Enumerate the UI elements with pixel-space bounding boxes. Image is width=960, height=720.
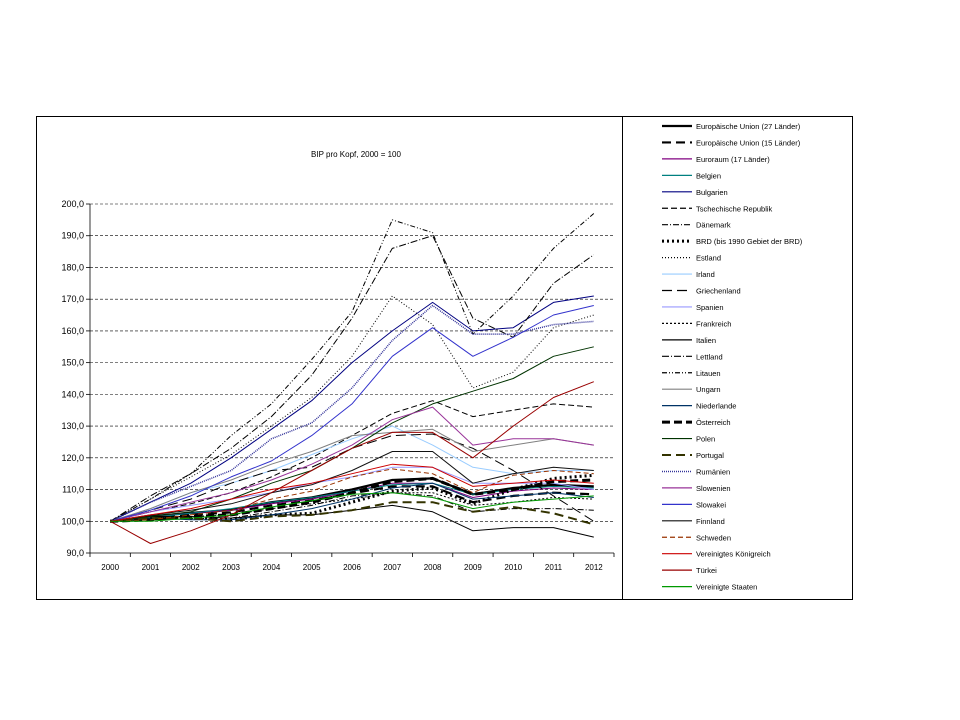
y-tick-label: 150,0 xyxy=(61,358,84,368)
y-axis: 90,0 100,0 110,0 120,0 130,0 140,0 150,0 160,0 1… xyxy=(61,199,91,558)
series-lines xyxy=(109,213,595,544)
series-line-22 xyxy=(109,304,594,522)
x-tick-label: 2004 xyxy=(262,563,280,572)
legend-label-21: Portugal xyxy=(696,451,724,460)
x-tick-label: 2003 xyxy=(222,563,240,572)
legend-label-24: Slowakei xyxy=(696,500,726,509)
x-tick-label: 2009 xyxy=(464,563,482,572)
series-line-27 xyxy=(110,463,594,522)
legend-label-22: Rumänien xyxy=(696,467,730,476)
series-line-28 xyxy=(109,381,594,544)
legend: Europäische Union (27 Länder) Europäische… xyxy=(662,122,803,592)
series-line-11 xyxy=(110,433,595,522)
chart-title: BIP pro Kopf, 2000 = 100 xyxy=(311,150,401,159)
legend-label-26: Schweden xyxy=(696,533,731,542)
legend-label-29: Vereinigte Staaten xyxy=(696,583,757,592)
series-line-5 xyxy=(109,295,594,522)
chart-frame: BIP pro Kopf, 2000 = 100 90,0 100,0 110,0 1… xyxy=(36,116,853,600)
legend-label-8: BRD (bis 1990 Gebiet der BRD) xyxy=(696,237,803,246)
x-tick-label: 2001 xyxy=(142,563,160,572)
legend-label-20: Polen xyxy=(696,435,715,444)
legend-label-19: Österreich xyxy=(696,418,731,427)
series-line-17 xyxy=(110,428,594,522)
y-tick-label: 100,0 xyxy=(61,516,84,526)
y-tick-label: 140,0 xyxy=(61,389,84,399)
x-tick-label: 2007 xyxy=(383,563,401,572)
legend-label-7: Dänemark xyxy=(696,221,731,230)
y-tick-label: 170,0 xyxy=(61,294,84,304)
y-tick-label: 110,0 xyxy=(62,485,84,495)
y-tick-label: 120,0 xyxy=(61,453,84,463)
legend-label-4: Belgien xyxy=(696,171,721,180)
legend-label-23: Slowenien xyxy=(696,484,731,493)
series-line-9 xyxy=(109,295,594,522)
x-tick-label: 2005 xyxy=(303,563,321,572)
y-tick-label: 200,0 xyxy=(61,199,84,209)
legend-label-10: Irland xyxy=(696,270,715,279)
legend-label-25: Finnland xyxy=(696,517,725,526)
series-line-25 xyxy=(110,451,594,522)
x-tick-label: 2010 xyxy=(504,563,522,572)
x-tick-label: 2011 xyxy=(545,563,563,572)
x-tick-label: 2002 xyxy=(182,563,200,572)
legend-label-11: Griechenland xyxy=(696,287,741,296)
legend-label-2: Europäische Union (15 Länder) xyxy=(696,138,801,147)
line-chart: BIP pro Kopf, 2000 = 100 90,0 100,0 110,0 1… xyxy=(36,116,853,600)
legend-label-9: Estland xyxy=(696,254,721,263)
legend-label-18: Niederlande xyxy=(696,402,736,411)
legend-label-28: Türkei xyxy=(696,566,717,575)
legend-label-1: Europäische Union (27 Länder) xyxy=(696,122,801,131)
y-tick-label: 130,0 xyxy=(61,421,84,431)
series-line-24 xyxy=(110,305,594,522)
legend-label-6: Tschechische Republik xyxy=(696,204,773,213)
y-tick-label: 180,0 xyxy=(61,262,84,272)
chart-border xyxy=(36,116,853,600)
series-line-29 xyxy=(110,492,594,522)
legend-label-13: Frankreich xyxy=(696,319,731,328)
legend-label-3: Euroraum (17 Länder) xyxy=(696,155,770,164)
x-tick-label: 2012 xyxy=(585,563,603,572)
y-tick-label: 90,0 xyxy=(66,548,84,558)
x-tick-label: 2008 xyxy=(424,563,442,572)
x-axis: 2000 2001 2002 2003 2004 2005 2006 2007 2008 2009… xyxy=(89,552,615,572)
series-line-18 xyxy=(110,482,594,522)
series-line-23 xyxy=(110,406,594,522)
legend-label-14: Italien xyxy=(696,336,716,345)
series-line-19 xyxy=(110,476,594,523)
series-line-6 xyxy=(110,400,594,522)
legend-label-12: Spanien xyxy=(696,303,724,312)
y-tick-label: 190,0 xyxy=(61,231,84,241)
series-line-21 xyxy=(110,501,595,526)
legend-label-17: Ungarn xyxy=(696,385,721,394)
legend-label-16: Litauen xyxy=(696,369,721,378)
x-tick-label: 2006 xyxy=(343,563,361,572)
x-tick-label: 2000 xyxy=(101,563,119,572)
y-tick-label: 160,0 xyxy=(61,326,84,336)
series-line-16 xyxy=(109,213,595,522)
legend-label-27: Vereinigtes Königreich xyxy=(696,550,771,559)
legend-label-5: Bulgarien xyxy=(696,188,728,197)
series-line-26 xyxy=(110,468,594,522)
legend-label-15: Lettland xyxy=(696,352,723,361)
